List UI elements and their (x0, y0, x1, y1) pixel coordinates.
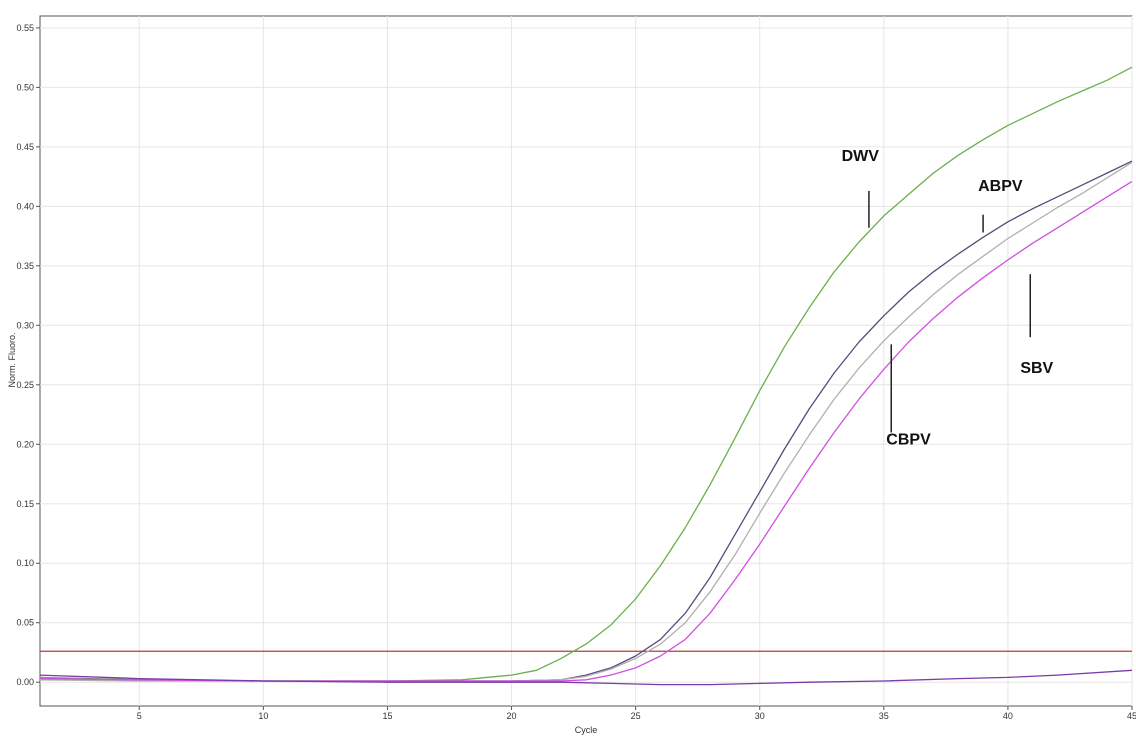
x-tick-label: 45 (1127, 711, 1136, 721)
y-tick-label: 0.45 (16, 142, 34, 152)
x-tick-label: 5 (137, 711, 142, 721)
y-tick-label: 0.55 (16, 23, 34, 33)
annotation-label-cbpv: CBPV (886, 431, 931, 448)
y-tick-label: 0.05 (16, 618, 34, 628)
tick-labels: 5 10 15 20 25 30 35 40 45 0.00 0.05 0.10 0.15 0.20 0.2… (16, 23, 1136, 721)
series-line-sbv (39, 180, 1133, 682)
y-tick-label: 0.15 (16, 499, 34, 509)
y-tick-label: 0.00 (16, 677, 34, 687)
x-tick-label: 35 (879, 711, 889, 721)
y-tick-label: 0.20 (16, 439, 34, 449)
y-tick-label: 0.50 (16, 82, 34, 92)
y-tick-label: 0.40 (16, 201, 34, 211)
series-line-dwv (39, 66, 1133, 682)
x-tick-label: 10 (258, 711, 268, 721)
x-axis-title: Cycle (575, 725, 598, 735)
x-tick-label: 20 (507, 711, 517, 721)
y-tick-label: 0.25 (16, 380, 34, 390)
x-tick-label: 30 (755, 711, 765, 721)
x-tick-label: 15 (382, 711, 392, 721)
annotation-group: DWV ABPV CBPV SBV (842, 148, 1054, 448)
series-group (39, 66, 1133, 686)
annotation-label-abpv: ABPV (978, 178, 1023, 195)
annotation-label-sbv: SBV (1020, 360, 1053, 377)
annotation-label-dwv: DWV (842, 148, 880, 165)
grid (40, 16, 1133, 706)
x-tick-label: 40 (1003, 711, 1013, 721)
series-line-baseline (39, 669, 1133, 686)
y-axis-title: Norm. Fluoro. (7, 332, 17, 387)
plot-area (39, 15, 1133, 707)
y-tick-label: 0.30 (16, 320, 34, 330)
y-tick-label: 0.10 (16, 558, 34, 568)
series-line-cbpv (39, 161, 1133, 682)
y-tick-label: 0.35 (16, 261, 34, 271)
x-tick-label: 25 (631, 711, 641, 721)
